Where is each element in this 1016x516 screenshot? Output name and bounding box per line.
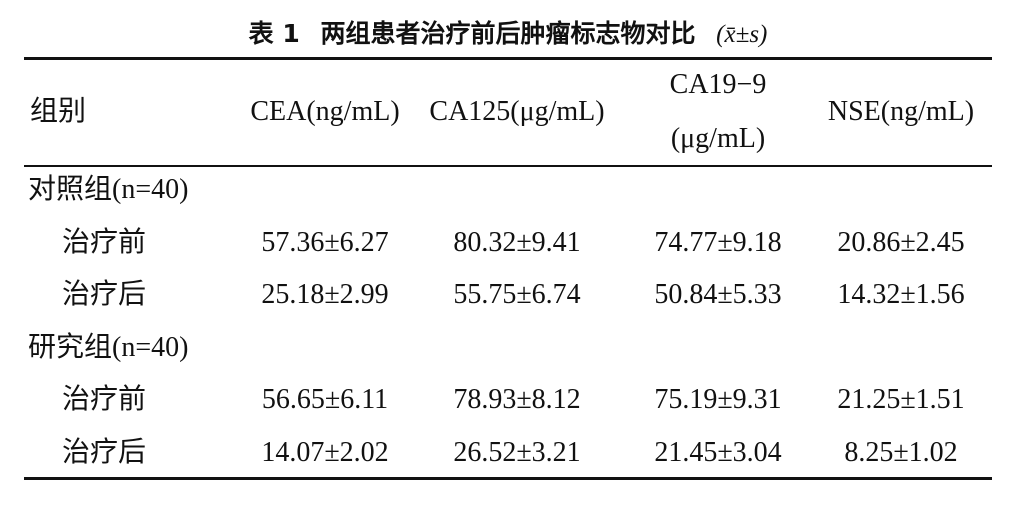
cell-value: 55.75±6.74 [453,279,581,310]
cell-value: 14.32±1.56 [837,279,965,310]
title-stat: (x̄±s) [716,21,768,48]
cell-value: 21.25±1.51 [837,384,965,415]
cell-value: 21.45±3.04 [654,436,782,468]
cell-value: 80.32±9.41 [453,226,581,258]
group-label: 研究组(n=40) [28,331,189,363]
cell-value: 75.19±9.31 [654,384,782,415]
cell-value: 56.65±6.11 [261,384,389,415]
header-cell: CA19−9 (μg/mL) [669,69,767,154]
row-label: 治疗前 [62,384,147,415]
cell-value: 8.25±1.02 [844,436,958,468]
group-label: 对照组(n=40) [28,174,189,205]
row-label: 治疗后 [62,436,147,468]
header-cell: 组别 [30,96,87,127]
header-cell: CA125(μg/mL) [429,96,605,127]
cell-value: 78.93±8.12 [453,384,581,415]
cell-value: 50.84±5.33 [654,279,782,310]
table-title: 表 1 两组患者治疗前后肿瘤标志物对比 (x̄±s) [0,14,1016,50]
header-cell: NSE(ng/mL) [827,96,975,127]
cell-value: 25.18±2.99 [261,279,389,310]
cell-value: 20.86±2.45 [837,226,965,258]
header-cell: CEA(ng/mL) [250,96,400,127]
header-rule [24,165,992,167]
cell-value: 74.77±9.18 [654,226,782,258]
cell-value: 57.36±6.27 [261,226,389,258]
top-rule [24,57,992,60]
cell-value: 26.52±3.21 [453,436,581,468]
bottom-rule [24,477,992,480]
title-text: 两组患者治疗前后肿瘤标志物对比 [320,19,696,48]
title-label: 表 1 [248,19,300,48]
cell-value: 14.07±2.02 [261,436,389,468]
row-label: 治疗后 [62,279,147,310]
row-label: 治疗前 [62,226,147,258]
